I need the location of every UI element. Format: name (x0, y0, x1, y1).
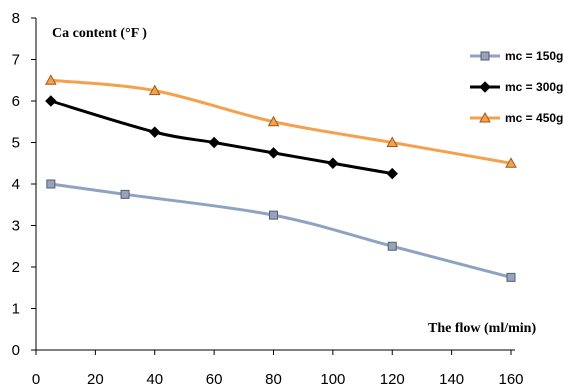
series-2-point (327, 157, 339, 169)
series-1-point (269, 210, 278, 220)
x-tick-label: 100 (320, 371, 345, 388)
series-3-point (505, 157, 517, 168)
y-tick-label: 6 (12, 93, 20, 110)
x-tick-label: 160 (498, 371, 523, 388)
x-tick-label: 60 (206, 371, 223, 388)
axes (31, 17, 515, 355)
legend-marker (479, 111, 491, 123)
x-tick-label: 20 (87, 371, 104, 388)
y-axis-title: Ca content (°F ) (52, 26, 147, 41)
y-tick-label: 8 (12, 10, 20, 27)
series-2-point (45, 95, 57, 107)
series-2-point (267, 147, 280, 159)
series-2-point (208, 136, 220, 149)
x-tick-label: 0 (32, 371, 40, 388)
series-markers (44, 74, 517, 282)
legend-label: mc = 450g (505, 111, 563, 125)
series-line-2 (50, 99, 393, 176)
series-1-point (120, 189, 130, 199)
series-lines (50, 78, 512, 279)
y-tick-label: 4 (12, 176, 20, 193)
x-axis-title: The flow (ml/min) (428, 321, 536, 336)
y-tick-label: 3 (12, 218, 20, 235)
series-1-point (387, 241, 397, 251)
legend-marker (479, 81, 491, 93)
tick-labels: 0 20 40 60 80 100 120 140 160 0 1 2 3 4 5 6 7 8 (12, 10, 524, 388)
series-line-1 (50, 182, 512, 279)
series-1-point (506, 272, 516, 282)
y-tick-label: 1 (12, 301, 20, 318)
x-tick-label: 120 (380, 371, 405, 388)
x-tick-label: 80 (265, 371, 282, 388)
series-3-point (148, 84, 161, 96)
series-2-point (386, 167, 398, 180)
x-tick-label: 140 (439, 371, 464, 388)
y-tick-label: 7 (12, 52, 20, 69)
x-tick-label: 40 (146, 371, 163, 388)
series-3-point (44, 74, 57, 85)
legend-label: mc = 150g (505, 49, 563, 63)
y-tick-label: 2 (12, 259, 20, 276)
y-tick-label: 0 (12, 342, 20, 359)
legend: mc = 150g mc = 300g mc = 450g (470, 49, 563, 125)
legend-label: mc = 300g (505, 80, 563, 94)
y-tick-label: 5 (12, 135, 20, 152)
series-3-point (386, 136, 399, 147)
series-3-point (267, 115, 280, 127)
series-1-point (46, 179, 56, 189)
legend-marker (480, 51, 490, 61)
series-2-point (149, 126, 161, 138)
